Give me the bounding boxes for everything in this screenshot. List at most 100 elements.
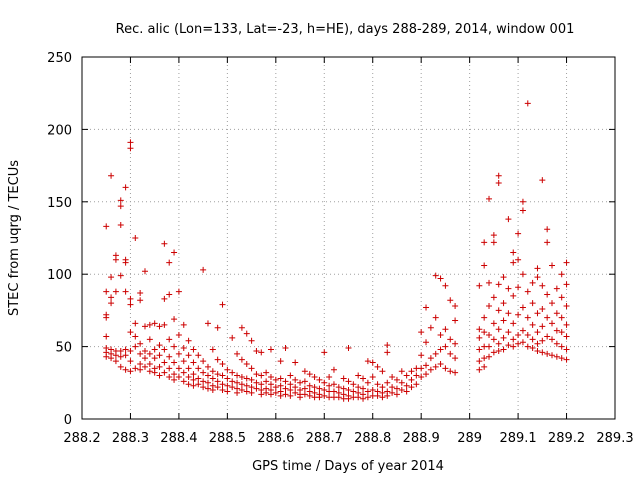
data-point [132, 343, 139, 350]
data-point [558, 294, 565, 301]
data-point [301, 368, 308, 375]
data-point [364, 388, 371, 395]
data-point [490, 239, 497, 246]
data-point [321, 349, 328, 356]
data-point [180, 321, 187, 328]
data-point [117, 221, 124, 228]
data-point [452, 369, 459, 376]
grid-lines [82, 57, 615, 419]
data-point [267, 346, 274, 353]
data-point [510, 292, 517, 299]
data-point [534, 347, 541, 354]
data-point [267, 391, 274, 398]
data-point [330, 381, 337, 388]
data-point [379, 394, 386, 401]
data-point [122, 288, 129, 295]
data-point [287, 381, 294, 388]
data-point [500, 346, 507, 353]
data-point [243, 382, 250, 389]
data-point [238, 324, 245, 331]
x-tick-label: 289.3 [596, 431, 633, 446]
data-point [127, 139, 134, 146]
data-point [277, 375, 284, 382]
y-tick-label: 50 [55, 341, 72, 356]
data-point [476, 346, 483, 353]
data-point [408, 368, 415, 375]
data-point [544, 314, 551, 321]
data-point [292, 384, 299, 391]
data-point [490, 294, 497, 301]
data-point [393, 391, 400, 398]
data-point [500, 334, 507, 341]
data-point [292, 376, 299, 383]
data-point [413, 372, 420, 379]
data-point [490, 336, 497, 343]
data-point [544, 333, 551, 340]
data-point [340, 385, 347, 392]
data-point [287, 387, 294, 394]
data-point [389, 384, 396, 391]
data-point [122, 352, 129, 359]
data-point [529, 345, 536, 352]
data-point [190, 382, 197, 389]
data-point [427, 355, 434, 362]
data-point [127, 295, 134, 302]
data-point [432, 350, 439, 357]
data-point [442, 343, 449, 350]
data-point [481, 262, 488, 269]
data-point [229, 369, 236, 376]
data-point [447, 350, 454, 357]
data-point [146, 321, 153, 328]
data-point [316, 394, 323, 401]
data-point [345, 395, 352, 402]
data-point [224, 375, 231, 382]
data-point [519, 271, 526, 278]
data-point [486, 353, 493, 360]
x-tick-label: 288.6 [257, 431, 294, 446]
data-point [161, 369, 168, 376]
data-point [112, 288, 119, 295]
data-point [292, 359, 299, 366]
data-point [161, 295, 168, 302]
x-tick-labels: 288.2 288.3 288.4 288.5 288.6 288.7 288.8 288.9… [63, 431, 633, 446]
data-point [151, 369, 158, 376]
data-point [103, 333, 110, 340]
data-point [112, 352, 119, 359]
data-point [398, 379, 405, 386]
data-point [505, 285, 512, 292]
data-point [447, 297, 454, 304]
data-point [558, 343, 565, 350]
data-point [219, 387, 226, 394]
data-point [229, 378, 236, 385]
data-point [219, 372, 226, 379]
data-point [384, 342, 391, 349]
data-point [321, 387, 328, 394]
data-point [175, 288, 182, 295]
data-point [185, 381, 192, 388]
data-point [224, 382, 231, 389]
data-point [486, 279, 493, 286]
data-point [529, 321, 536, 328]
data-point [195, 352, 202, 359]
data-point [326, 382, 333, 389]
data-point [122, 184, 129, 191]
data-point [452, 340, 459, 347]
data-point [103, 353, 110, 360]
data-point [481, 363, 488, 370]
data-point [117, 272, 124, 279]
data-point [539, 323, 546, 330]
data-point [214, 324, 221, 331]
data-point [175, 365, 182, 372]
data-point [500, 317, 507, 324]
data-point [549, 352, 556, 359]
data-point [393, 385, 400, 392]
data-point [534, 274, 541, 281]
data-point [486, 343, 493, 350]
data-point [204, 363, 211, 370]
data-point [122, 366, 129, 373]
y-tick-label: 200 [47, 123, 72, 138]
data-point [563, 303, 570, 310]
data-point [166, 374, 173, 381]
data-point [418, 329, 425, 336]
data-point [495, 172, 502, 179]
